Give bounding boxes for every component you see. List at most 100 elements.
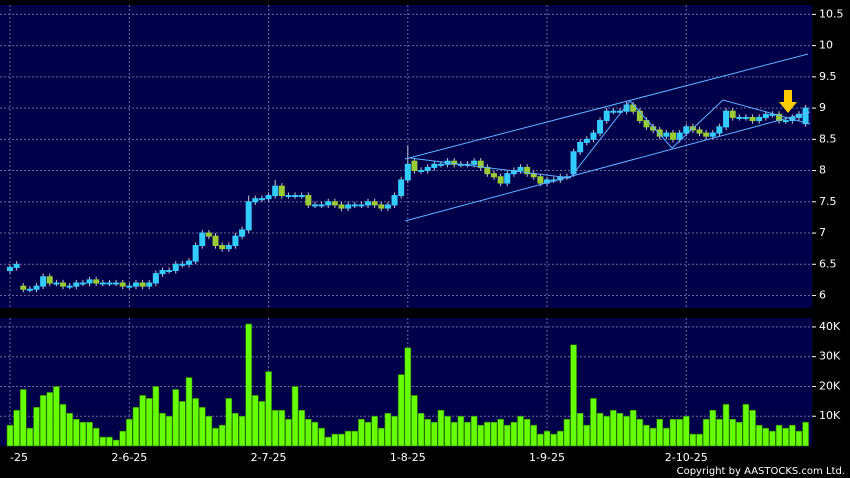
volume-bar xyxy=(285,418,292,447)
volume-bar xyxy=(338,433,345,447)
volume-bar xyxy=(490,421,498,447)
y-tick-label: 10K xyxy=(819,409,841,422)
candle-body xyxy=(272,185,279,197)
candle-body xyxy=(159,270,166,275)
candle-body xyxy=(670,132,676,140)
candle-body xyxy=(716,126,723,134)
volume-bar xyxy=(795,430,803,447)
volume-bar xyxy=(53,386,60,447)
candle-body xyxy=(391,195,398,206)
volume-bar xyxy=(232,412,239,447)
volume-bar xyxy=(537,433,544,447)
volume-bar xyxy=(271,409,279,447)
volume-bar xyxy=(789,424,796,447)
candle-body xyxy=(411,160,418,172)
volume-bar xyxy=(722,404,730,447)
volume-bar xyxy=(775,424,783,447)
price-panel xyxy=(0,5,812,308)
candle-body xyxy=(132,282,139,287)
candle-body xyxy=(590,132,597,140)
candle-body xyxy=(318,204,325,207)
candle-body xyxy=(490,173,497,178)
candle-body xyxy=(139,282,146,287)
candle-body xyxy=(643,120,650,128)
y-tick-label: 9 xyxy=(819,101,826,114)
volume-bar xyxy=(185,377,193,447)
candle-body xyxy=(597,120,604,134)
volume-bar xyxy=(497,418,504,447)
volume-bar xyxy=(305,418,312,447)
y-tick-label: 10.5 xyxy=(819,7,844,20)
volume-bar xyxy=(391,415,398,447)
volume-bar xyxy=(669,418,677,447)
volume-bar xyxy=(729,418,736,447)
volume-bar xyxy=(212,427,219,447)
candle-body xyxy=(199,232,206,247)
candle-body xyxy=(431,163,438,168)
candle-body xyxy=(26,288,33,291)
volume-bar xyxy=(298,409,306,447)
trend-annotations xyxy=(404,53,811,222)
candle-body xyxy=(113,282,120,285)
volume-bar xyxy=(139,395,146,447)
candle-body xyxy=(285,195,292,198)
volume-bar xyxy=(198,407,206,447)
volume-bar xyxy=(656,418,664,447)
volume-bar xyxy=(411,395,418,447)
candle-body xyxy=(86,279,93,284)
volume-bar xyxy=(66,412,73,447)
y-tick-label: 20K xyxy=(819,379,841,392)
candle-body xyxy=(46,276,53,284)
x-tick-label: -25 xyxy=(10,451,28,464)
candle-body xyxy=(378,204,385,209)
volume-bar xyxy=(735,421,743,447)
volume-bar xyxy=(484,421,491,447)
candle-body xyxy=(106,282,113,285)
volume-bar xyxy=(689,433,697,447)
candle-body xyxy=(802,107,809,125)
candle-body xyxy=(60,282,67,287)
volume-bar xyxy=(716,418,723,447)
y-tick-label: 6.5 xyxy=(819,257,837,270)
volume-bar xyxy=(450,421,458,447)
y-tick-label: 10 xyxy=(819,39,833,52)
candle-body xyxy=(93,279,100,284)
candle-body xyxy=(358,204,365,207)
volume-bar xyxy=(92,427,100,447)
volume-bar xyxy=(576,412,584,447)
volume-bar xyxy=(749,409,756,447)
volume-bar xyxy=(6,424,14,447)
volume-bar xyxy=(636,418,644,447)
y-tick-label: 7 xyxy=(819,226,826,239)
volume-bar xyxy=(437,409,445,447)
candle-body xyxy=(762,113,769,118)
candle-body xyxy=(338,204,345,209)
volume-bar xyxy=(33,407,40,447)
x-tick-label: 2-6-25 xyxy=(111,451,147,464)
candle-body xyxy=(782,120,789,123)
candle-body xyxy=(225,245,232,250)
y-tick-label: 6 xyxy=(819,289,826,302)
volume-bar xyxy=(358,418,365,447)
volume-bar xyxy=(384,412,392,447)
volume-bar xyxy=(165,415,173,447)
volume-bar xyxy=(570,344,577,447)
channel-upper xyxy=(404,53,809,160)
candle-body xyxy=(265,195,272,200)
volume-bar xyxy=(245,323,252,447)
volume-bar xyxy=(291,386,299,447)
volume-bar xyxy=(676,418,683,447)
volume-bar xyxy=(39,395,47,447)
candle-body xyxy=(398,179,405,197)
volume-bar xyxy=(590,398,597,447)
channel-lower xyxy=(404,111,811,222)
volume-bar xyxy=(59,404,67,447)
candle-body xyxy=(749,116,756,122)
volume-bar xyxy=(629,409,637,447)
volume-bar xyxy=(371,415,378,447)
volume-bar xyxy=(13,409,20,447)
volume-bar xyxy=(530,424,538,447)
volume-bar xyxy=(543,430,551,447)
volume-bar xyxy=(258,401,266,447)
candle-body xyxy=(610,110,617,113)
